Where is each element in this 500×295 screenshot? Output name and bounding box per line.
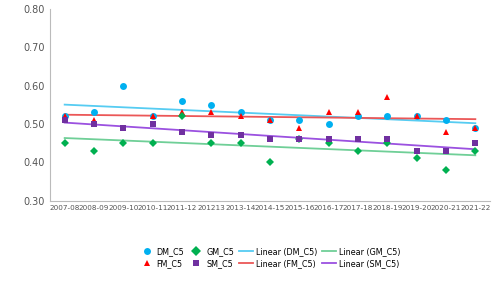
Legend: DM_C5, FM_C5, GM_C5, SM_C5, Linear (DM_C5), Linear (FM_C5), Linear (GM_C5), Line: DM_C5, FM_C5, GM_C5, SM_C5, Linear (DM_C… xyxy=(140,247,400,268)
